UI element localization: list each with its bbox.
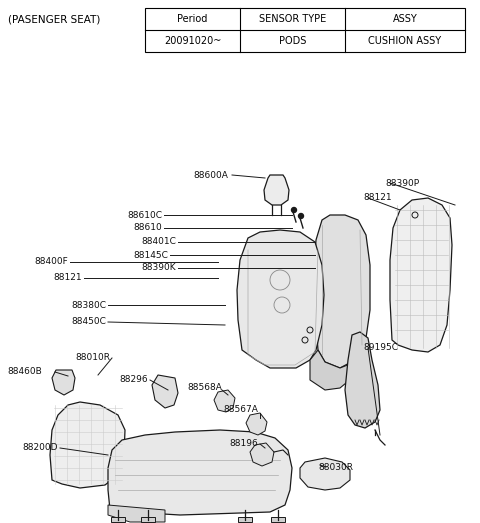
Text: 88196: 88196: [229, 439, 258, 449]
Text: ASSY: ASSY: [393, 14, 418, 24]
Polygon shape: [108, 505, 165, 522]
Polygon shape: [214, 390, 235, 412]
Polygon shape: [390, 198, 452, 352]
Polygon shape: [141, 517, 155, 522]
Text: 88121: 88121: [53, 274, 82, 282]
Text: 88460B: 88460B: [7, 368, 42, 377]
Text: 88380C: 88380C: [71, 301, 106, 310]
Polygon shape: [314, 215, 370, 368]
Polygon shape: [52, 370, 75, 395]
Text: 88610: 88610: [133, 223, 162, 233]
Text: 88600A: 88600A: [193, 170, 228, 179]
Text: 88568A: 88568A: [187, 383, 222, 392]
Text: 88390P: 88390P: [385, 178, 419, 188]
Text: 88145C: 88145C: [133, 251, 168, 259]
Bar: [145, 8, 465, 52]
Polygon shape: [250, 443, 274, 466]
Circle shape: [299, 213, 303, 219]
Text: 88610C: 88610C: [127, 210, 162, 220]
Text: 88121: 88121: [363, 194, 392, 202]
Polygon shape: [238, 517, 252, 522]
Polygon shape: [310, 350, 355, 390]
Text: PODS: PODS: [279, 36, 306, 46]
Polygon shape: [152, 375, 178, 408]
Text: 88030R: 88030R: [318, 462, 353, 472]
Text: 88010R: 88010R: [75, 354, 110, 362]
Text: 88400F: 88400F: [34, 257, 68, 267]
Text: Period: Period: [177, 14, 208, 24]
Text: 89195C: 89195C: [363, 344, 398, 353]
Text: 88390K: 88390K: [142, 264, 176, 272]
Polygon shape: [246, 413, 267, 435]
Circle shape: [291, 208, 297, 212]
Text: 88450C: 88450C: [71, 317, 106, 326]
Polygon shape: [271, 517, 285, 522]
Polygon shape: [237, 230, 324, 368]
Polygon shape: [345, 332, 380, 428]
Text: 88401C: 88401C: [141, 237, 176, 246]
Text: CUSHION ASSY: CUSHION ASSY: [369, 36, 442, 46]
Polygon shape: [300, 458, 350, 490]
Polygon shape: [111, 517, 125, 522]
Text: 88296: 88296: [120, 376, 148, 384]
Polygon shape: [50, 402, 125, 488]
Text: 88200D: 88200D: [23, 444, 58, 452]
Text: SENSOR TYPE: SENSOR TYPE: [259, 14, 326, 24]
Text: (PASENGER SEAT): (PASENGER SEAT): [8, 14, 100, 24]
Text: 20091020~: 20091020~: [164, 36, 221, 46]
Text: 88567A: 88567A: [223, 405, 258, 415]
Polygon shape: [264, 175, 289, 205]
Polygon shape: [108, 430, 292, 515]
